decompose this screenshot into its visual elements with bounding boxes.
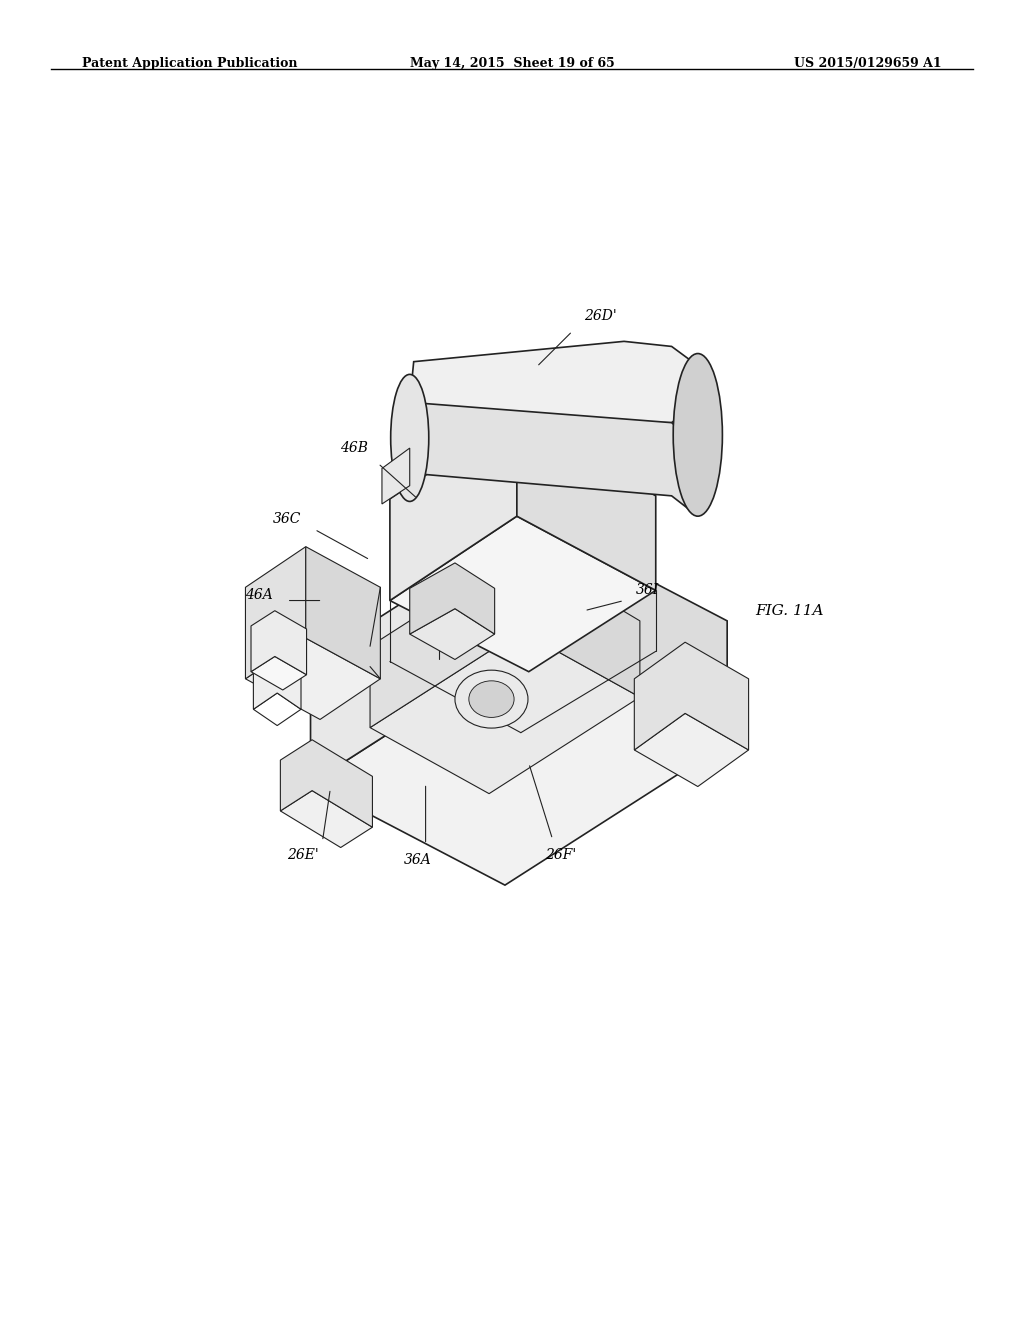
Text: 26E': 26E' (287, 847, 318, 862)
Polygon shape (390, 516, 655, 672)
Text: Patent Application Publication: Patent Application Publication (82, 57, 297, 70)
Polygon shape (634, 643, 749, 750)
Polygon shape (370, 631, 640, 793)
Polygon shape (253, 652, 301, 709)
Polygon shape (410, 562, 495, 634)
Polygon shape (370, 549, 521, 727)
Polygon shape (251, 656, 306, 690)
Polygon shape (246, 546, 306, 678)
Polygon shape (532, 519, 727, 743)
Polygon shape (410, 342, 697, 422)
Ellipse shape (455, 671, 528, 729)
Text: US 2015/0129659 A1: US 2015/0129659 A1 (795, 57, 942, 70)
Polygon shape (517, 414, 655, 590)
Polygon shape (390, 414, 517, 601)
Text: 26D': 26D' (584, 309, 616, 323)
Polygon shape (281, 791, 373, 847)
Text: 36A: 36A (403, 853, 431, 867)
Polygon shape (306, 546, 380, 678)
Polygon shape (246, 638, 380, 719)
Polygon shape (634, 713, 749, 787)
Text: 46A: 46A (245, 589, 272, 602)
Polygon shape (521, 549, 640, 697)
Polygon shape (410, 403, 697, 516)
Ellipse shape (391, 375, 429, 502)
Polygon shape (253, 693, 301, 726)
Text: 36I: 36I (636, 583, 659, 598)
Polygon shape (382, 447, 410, 504)
Text: 46B: 46B (340, 441, 369, 455)
Polygon shape (251, 611, 306, 675)
Text: May 14, 2015  Sheet 19 of 65: May 14, 2015 Sheet 19 of 65 (410, 57, 614, 70)
Polygon shape (310, 642, 727, 886)
Text: FIG. 11A: FIG. 11A (755, 603, 823, 618)
Polygon shape (281, 739, 373, 828)
Ellipse shape (673, 354, 722, 516)
Polygon shape (410, 609, 495, 660)
Polygon shape (310, 519, 532, 784)
Ellipse shape (469, 681, 514, 718)
Text: 36C: 36C (272, 512, 301, 527)
Text: 26F': 26F' (545, 847, 577, 862)
